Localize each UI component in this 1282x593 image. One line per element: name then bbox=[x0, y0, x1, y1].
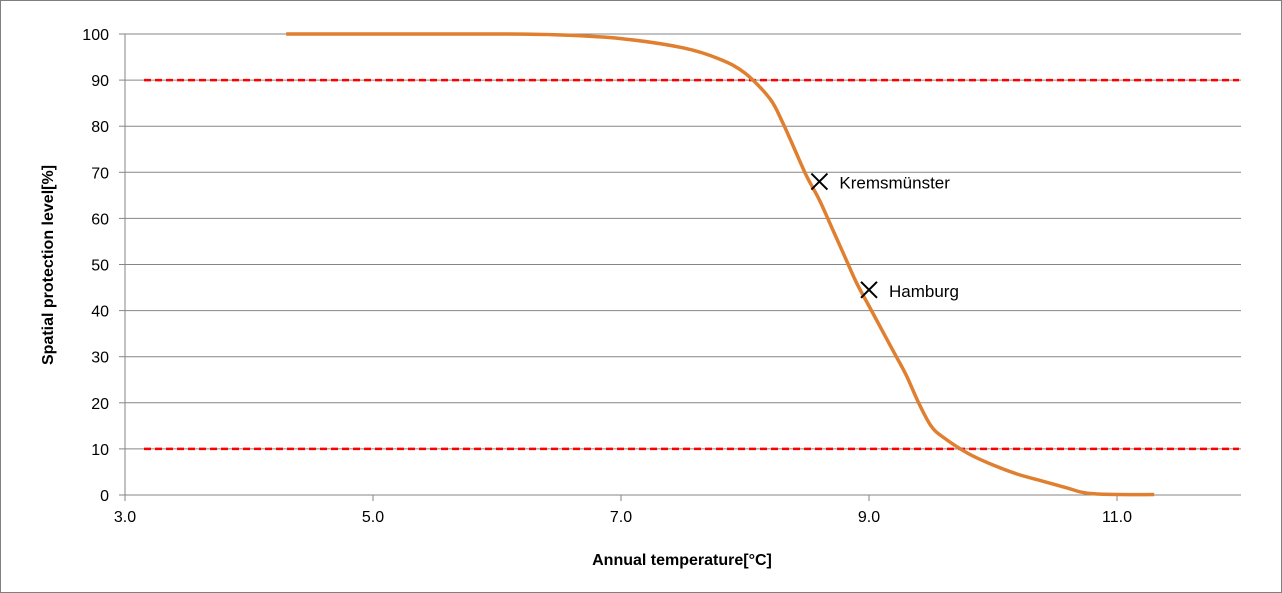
gridlines bbox=[125, 33, 1241, 450]
annotation-label: Hamburg bbox=[889, 282, 959, 301]
annotation-label: Kremsmünster bbox=[839, 174, 950, 193]
y-tick-label: 50 bbox=[91, 258, 109, 275]
reference-lines bbox=[144, 78, 1239, 451]
annotations: Kremsmünster Hamburg bbox=[810, 172, 959, 301]
y-axis-title: Spatial protection level[%] bbox=[40, 165, 57, 365]
series-line bbox=[286, 32, 1155, 497]
x-tick-label: 7.0 bbox=[610, 509, 632, 526]
y-tick-label: 20 bbox=[91, 396, 109, 413]
y-tick-label: 80 bbox=[91, 119, 109, 136]
x-marker-stroke bbox=[810, 172, 829, 191]
y-tick-label: 90 bbox=[91, 73, 109, 90]
x-marker-stroke bbox=[860, 281, 878, 299]
y-tick-label: 10 bbox=[91, 442, 109, 459]
x-tick-labels: 3.0 5.0 7.0 9.0 11.0 bbox=[114, 509, 1132, 526]
series-layer bbox=[286, 32, 1155, 497]
x-tick-label: 9.0 bbox=[858, 509, 880, 526]
y-tick-label: 30 bbox=[91, 350, 109, 367]
y-tick-label: 0 bbox=[100, 488, 109, 505]
y-tick-label: 40 bbox=[91, 304, 109, 321]
annotation-marker bbox=[810, 172, 829, 191]
annotation-marker bbox=[860, 281, 878, 299]
x-tick-label: 5.0 bbox=[362, 509, 384, 526]
y-tick-labels: 0 10 20 30 40 50 60 70 80 90 100 bbox=[82, 27, 109, 505]
x-axis-title: Annual temperature[°C] bbox=[592, 552, 772, 569]
x-tick-label: 3.0 bbox=[114, 509, 136, 526]
x-tick-label: 11.0 bbox=[1102, 509, 1132, 526]
y-tick-label: 70 bbox=[91, 165, 109, 182]
y-tick-label: 60 bbox=[91, 211, 109, 228]
axes bbox=[119, 33, 1241, 501]
y-tick-label: 100 bbox=[82, 27, 109, 44]
